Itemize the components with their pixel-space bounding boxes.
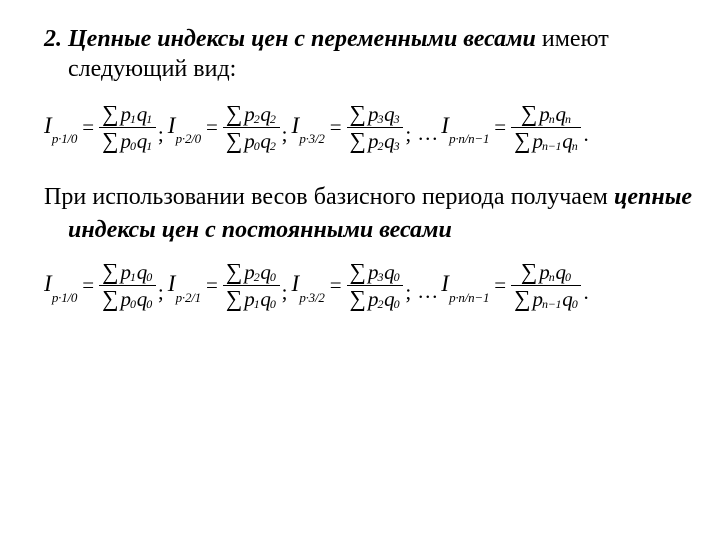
f1-frac-1: ∑p1q1 ∑p0q1: [99, 102, 156, 153]
f2-lhs-3: Ip·3/2: [291, 271, 324, 301]
f2-frac-n: ∑pnq0 ∑pn−1q0: [511, 260, 581, 311]
f1-lhs-2: Ip·2/0: [168, 113, 201, 143]
f2-lhs-2: Ip·2/1: [168, 271, 201, 301]
para-2-plain: При использовании весов базисного период…: [44, 184, 614, 210]
formula-row-1: Ip·1/0 = ∑p1q1 ∑p0q1 ; Ip·2/0 = ∑p2q2 ∑p…: [44, 102, 692, 153]
f2-dots: …: [417, 279, 439, 311]
f1-frac-n: ∑pnqn ∑pn−1qn: [511, 102, 581, 153]
f2-frac-1: ∑p1q0 ∑p0q0: [99, 260, 156, 311]
f2-lhs-1: Ip·1/0: [44, 271, 77, 301]
f2-term-n: Ip·n/n−1 = ∑pnq0 ∑pn−1q0: [441, 260, 581, 311]
f1-term-2: Ip·2/0 = ∑p2q2 ∑p0q2: [168, 102, 280, 153]
para-2: При использовании весов базисного период…: [44, 181, 692, 246]
f1-frac-2: ∑p2q2 ∑p0q2: [223, 102, 280, 153]
f1-term-1: Ip·1/0 = ∑p1q1 ∑p0q1: [44, 102, 156, 153]
para-1-number: 2.: [44, 26, 62, 52]
para-1: 2. Цепные индексы цен с переменными веса…: [44, 24, 692, 84]
f1-lhs-1: Ip·1/0: [44, 113, 77, 143]
f1-frac-3: ∑p3q3 ∑p2q3: [347, 102, 404, 153]
f2-frac-2: ∑p2q0 ∑p1q0: [223, 260, 280, 311]
f2-term-2: Ip·2/1 = ∑p2q0 ∑p1q0: [168, 260, 280, 311]
formula-row-2: Ip·1/0 = ∑p1q0 ∑p0q0 ; Ip·2/1 = ∑p2q0 ∑p…: [44, 260, 692, 311]
slide: 2. Цепные индексы цен с переменными веса…: [0, 0, 720, 540]
f1-term-n: Ip·n/n−1 = ∑pnqn ∑pn−1qn: [441, 102, 581, 153]
f2-frac-3: ∑p3q0 ∑p2q0: [347, 260, 404, 311]
f1-dots: …: [417, 121, 439, 153]
f2-term-3: Ip·3/2 = ∑p3q0 ∑p2q0: [291, 260, 403, 311]
f1-lhs-3: Ip·3/2: [291, 113, 324, 143]
para-1-lead: Цепные индексы цен с переменными весами: [62, 26, 536, 52]
f2-term-1: Ip·1/0 = ∑p1q0 ∑p0q0: [44, 260, 156, 311]
f2-lhs-n: Ip·n/n−1: [441, 271, 489, 301]
f1-term-3: Ip·3/2 = ∑p3q3 ∑p2q3: [291, 102, 403, 153]
f1-lhs-n: Ip·n/n−1: [441, 113, 489, 143]
